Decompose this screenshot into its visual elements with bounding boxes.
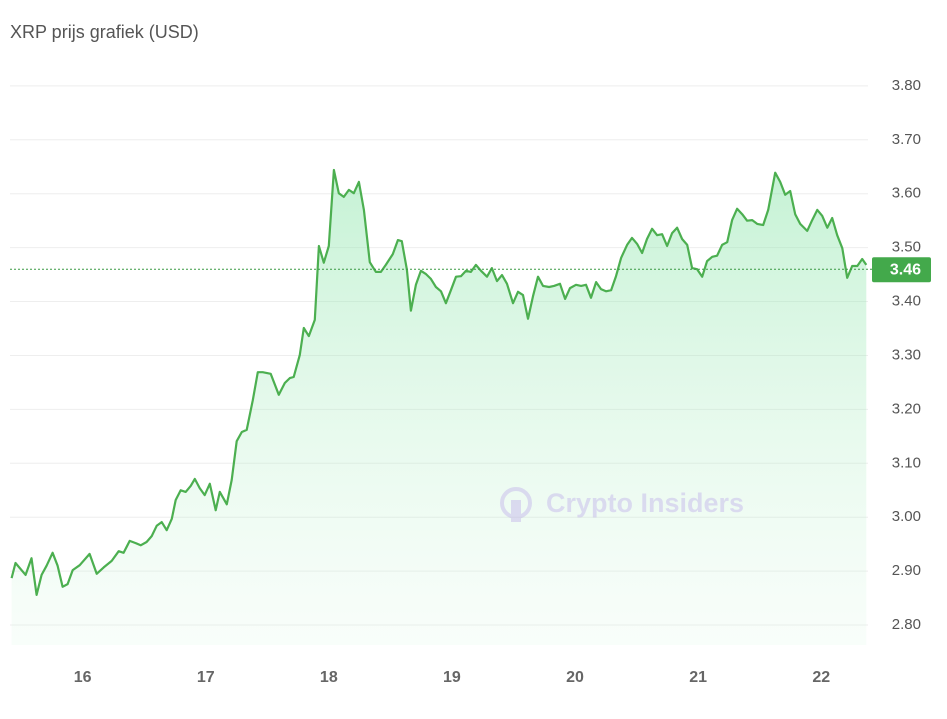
x-tick-label: 20 (566, 669, 584, 686)
plot (10, 168, 868, 645)
y-tick-label: 3.80 (892, 77, 921, 94)
price-line (10, 168, 868, 596)
chart-title: XRP prijs grafiek (USD) (10, 22, 199, 42)
y-tick-label: 2.90 (892, 562, 921, 579)
x-tick-label: 19 (443, 669, 461, 686)
y-tick-label: 3.20 (892, 400, 921, 417)
watermark: Crypto Insiders (500, 487, 744, 522)
y-tick-label: 3.50 (892, 239, 921, 256)
y-tick-label: 3.30 (892, 346, 921, 363)
x-tick-label: 18 (320, 669, 338, 686)
watermark-icon (511, 500, 521, 522)
overlay: 3.46 (10, 257, 931, 283)
x-tick-label: 22 (812, 669, 830, 686)
last-price-label: 3.46 (890, 261, 921, 278)
x-tick-label: 17 (197, 669, 215, 686)
y-tick-label: 3.10 (892, 454, 921, 471)
y-tick-label: 3.70 (892, 131, 921, 148)
watermark-icon (500, 487, 532, 519)
y-tick-label: 2.80 (892, 616, 921, 633)
y-tick-label: 3.00 (892, 508, 921, 525)
y-tick-label: 3.60 (892, 185, 921, 202)
x-tick-label: 16 (74, 669, 92, 686)
last-price-badge (872, 257, 931, 283)
x-tick-label: 21 (689, 669, 707, 686)
watermark-text: Crypto Insiders (546, 488, 744, 518)
y-tick-label: 3.40 (892, 293, 921, 310)
area (11, 170, 867, 645)
